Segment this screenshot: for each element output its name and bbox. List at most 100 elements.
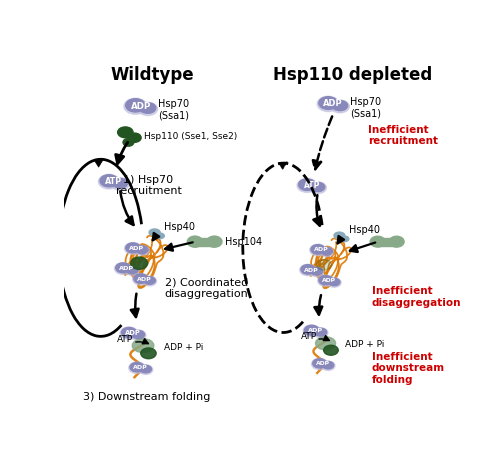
Ellipse shape (134, 274, 148, 284)
Text: 3) Downstream folding: 3) Downstream folding (83, 392, 210, 402)
Ellipse shape (112, 178, 129, 190)
Ellipse shape (100, 175, 118, 187)
Ellipse shape (311, 183, 325, 192)
Ellipse shape (329, 278, 340, 286)
Text: Hsp40: Hsp40 (348, 225, 380, 235)
Ellipse shape (132, 331, 144, 339)
Ellipse shape (188, 236, 202, 247)
Ellipse shape (131, 330, 146, 340)
Ellipse shape (321, 248, 332, 255)
Text: 2) Coordinated
disaggregation: 2) Coordinated disaggregation (164, 277, 248, 299)
Ellipse shape (322, 361, 334, 369)
Ellipse shape (304, 325, 319, 335)
Ellipse shape (370, 236, 385, 247)
Text: Inefficient
recruitment: Inefficient recruitment (368, 124, 438, 146)
Ellipse shape (318, 275, 334, 286)
Text: ADP + Pi: ADP + Pi (345, 340, 384, 349)
Ellipse shape (297, 178, 317, 192)
Ellipse shape (334, 232, 345, 239)
Ellipse shape (129, 362, 145, 373)
Ellipse shape (332, 100, 347, 111)
Text: Hsp70
(Ssa1): Hsp70 (Ssa1) (158, 99, 189, 121)
Ellipse shape (317, 96, 339, 112)
Ellipse shape (314, 328, 328, 338)
Text: ADP: ADP (304, 267, 319, 272)
Text: ADP: ADP (134, 365, 148, 370)
Text: ADP: ADP (120, 266, 134, 271)
Ellipse shape (300, 264, 316, 276)
Ellipse shape (310, 267, 324, 277)
Text: 1) Hsp70
recruitment: 1) Hsp70 recruitment (116, 175, 182, 196)
Ellipse shape (138, 102, 158, 116)
Text: ADP: ADP (308, 328, 323, 333)
Ellipse shape (118, 127, 133, 138)
Ellipse shape (301, 265, 315, 274)
Text: ADP: ADP (322, 278, 336, 283)
Ellipse shape (149, 229, 160, 236)
Bar (195, 237, 214, 246)
Ellipse shape (298, 179, 316, 190)
Ellipse shape (206, 236, 222, 247)
Ellipse shape (140, 365, 151, 373)
Ellipse shape (135, 246, 150, 255)
Ellipse shape (126, 266, 138, 274)
Text: ATP: ATP (105, 177, 122, 186)
Text: ADP: ADP (130, 102, 151, 111)
Text: ADP + Pi: ADP + Pi (164, 343, 203, 352)
Ellipse shape (319, 276, 332, 285)
Text: ATP: ATP (300, 332, 316, 341)
Ellipse shape (116, 263, 130, 273)
Text: Hsp70
(Ssa1): Hsp70 (Ssa1) (350, 97, 382, 118)
Ellipse shape (322, 361, 335, 370)
Ellipse shape (124, 98, 147, 114)
Ellipse shape (123, 138, 134, 146)
Ellipse shape (144, 277, 156, 284)
Text: Inefficient
downstream
folding: Inefficient downstream folding (372, 352, 445, 385)
Ellipse shape (311, 245, 325, 254)
Ellipse shape (113, 178, 128, 188)
Ellipse shape (315, 328, 326, 336)
Ellipse shape (389, 236, 404, 247)
Ellipse shape (312, 358, 328, 369)
Text: ADP: ADP (125, 330, 141, 336)
Ellipse shape (313, 359, 326, 368)
Text: ATP: ATP (304, 181, 320, 190)
Ellipse shape (122, 327, 136, 337)
Ellipse shape (136, 246, 148, 254)
Ellipse shape (341, 236, 349, 242)
Text: Hsp110 depleted: Hsp110 depleted (273, 66, 432, 84)
Ellipse shape (98, 174, 119, 189)
Ellipse shape (140, 103, 156, 113)
Text: ADP: ADP (314, 248, 329, 253)
Ellipse shape (310, 244, 326, 256)
Ellipse shape (128, 133, 141, 142)
Ellipse shape (156, 233, 164, 239)
Ellipse shape (126, 99, 145, 112)
Text: Hsp110 (Sse1, Sse2): Hsp110 (Sse1, Sse2) (144, 132, 237, 141)
Ellipse shape (328, 278, 341, 287)
Ellipse shape (130, 257, 148, 269)
Text: ADP: ADP (130, 246, 144, 251)
Ellipse shape (132, 339, 154, 353)
Ellipse shape (120, 327, 138, 339)
Ellipse shape (114, 263, 132, 274)
Text: ADP: ADP (324, 100, 343, 108)
Ellipse shape (132, 273, 149, 285)
Text: Wildtype: Wildtype (110, 66, 194, 84)
Ellipse shape (310, 182, 326, 194)
Ellipse shape (125, 266, 140, 275)
Bar (378, 237, 396, 246)
Ellipse shape (311, 267, 322, 275)
Ellipse shape (142, 277, 156, 286)
Text: Inefficient
disaggregation: Inefficient disaggregation (372, 286, 462, 308)
Ellipse shape (141, 348, 156, 359)
Ellipse shape (303, 325, 320, 337)
Ellipse shape (319, 97, 338, 109)
Text: ATP: ATP (118, 335, 134, 344)
Text: ADP: ADP (137, 277, 152, 282)
Ellipse shape (316, 260, 332, 270)
Text: ADP: ADP (316, 361, 330, 366)
Ellipse shape (324, 345, 338, 355)
Ellipse shape (126, 243, 140, 253)
Ellipse shape (330, 100, 349, 113)
